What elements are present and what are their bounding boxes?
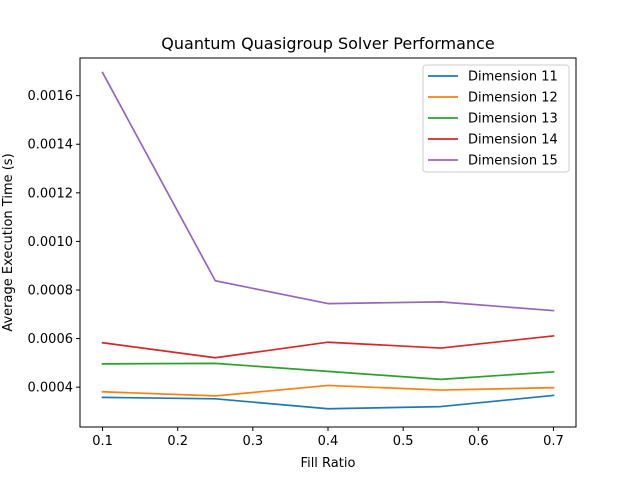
- y-tick-label: 0.0012: [28, 186, 74, 201]
- y-tick-label: 0.0010: [28, 235, 74, 250]
- series-line-5: [101, 71, 555, 312]
- series-line-1: [101, 394, 555, 410]
- y-tick-label: 0.0006: [28, 332, 74, 347]
- legend-label: Dimension 15: [468, 154, 558, 169]
- legend-label: Dimension 13: [468, 112, 558, 127]
- legend-box: [422, 64, 570, 173]
- y-tick-label: 0.0008: [28, 283, 74, 298]
- series-lines: [101, 71, 555, 410]
- x-tick-label: 0.3: [243, 434, 264, 449]
- x-tick-label: 0.6: [468, 434, 489, 449]
- x-tick-label: 0.4: [318, 434, 339, 449]
- y-tick-label: 0.0014: [28, 138, 74, 153]
- legend: Dimension 11 Dimension 12 Dimension 13 Dime…: [422, 64, 570, 173]
- legend-label: Dimension 14: [468, 133, 558, 148]
- y-axis-ticks: 0.0004 0.0006 0.0008 0.0010 0.0012 0.0014 0.00…: [28, 89, 80, 396]
- legend-label: Dimension 12: [468, 91, 558, 106]
- y-axis-label: Average Execution Time (s): [1, 153, 16, 331]
- x-tick-label: 0.5: [393, 434, 414, 449]
- x-tick-label: 0.2: [167, 434, 188, 449]
- x-axis-ticks: 0.1 0.2 0.3 0.4 0.5 0.6 0.7: [92, 427, 564, 449]
- x-tick-label: 0.7: [543, 434, 564, 449]
- legend-label: Dimension 11: [468, 70, 558, 85]
- series-line-4: [101, 334, 555, 359]
- x-tick-label: 0.1: [92, 434, 113, 449]
- chart-title: Quantum Quasigroup Solver Performance: [161, 34, 494, 53]
- y-tick-label: 0.0004: [28, 381, 74, 396]
- series-line-3: [101, 362, 555, 381]
- x-axis-label: Fill Ratio: [301, 456, 356, 471]
- series-line-2: [101, 384, 555, 397]
- y-tick-label: 0.0016: [28, 89, 74, 104]
